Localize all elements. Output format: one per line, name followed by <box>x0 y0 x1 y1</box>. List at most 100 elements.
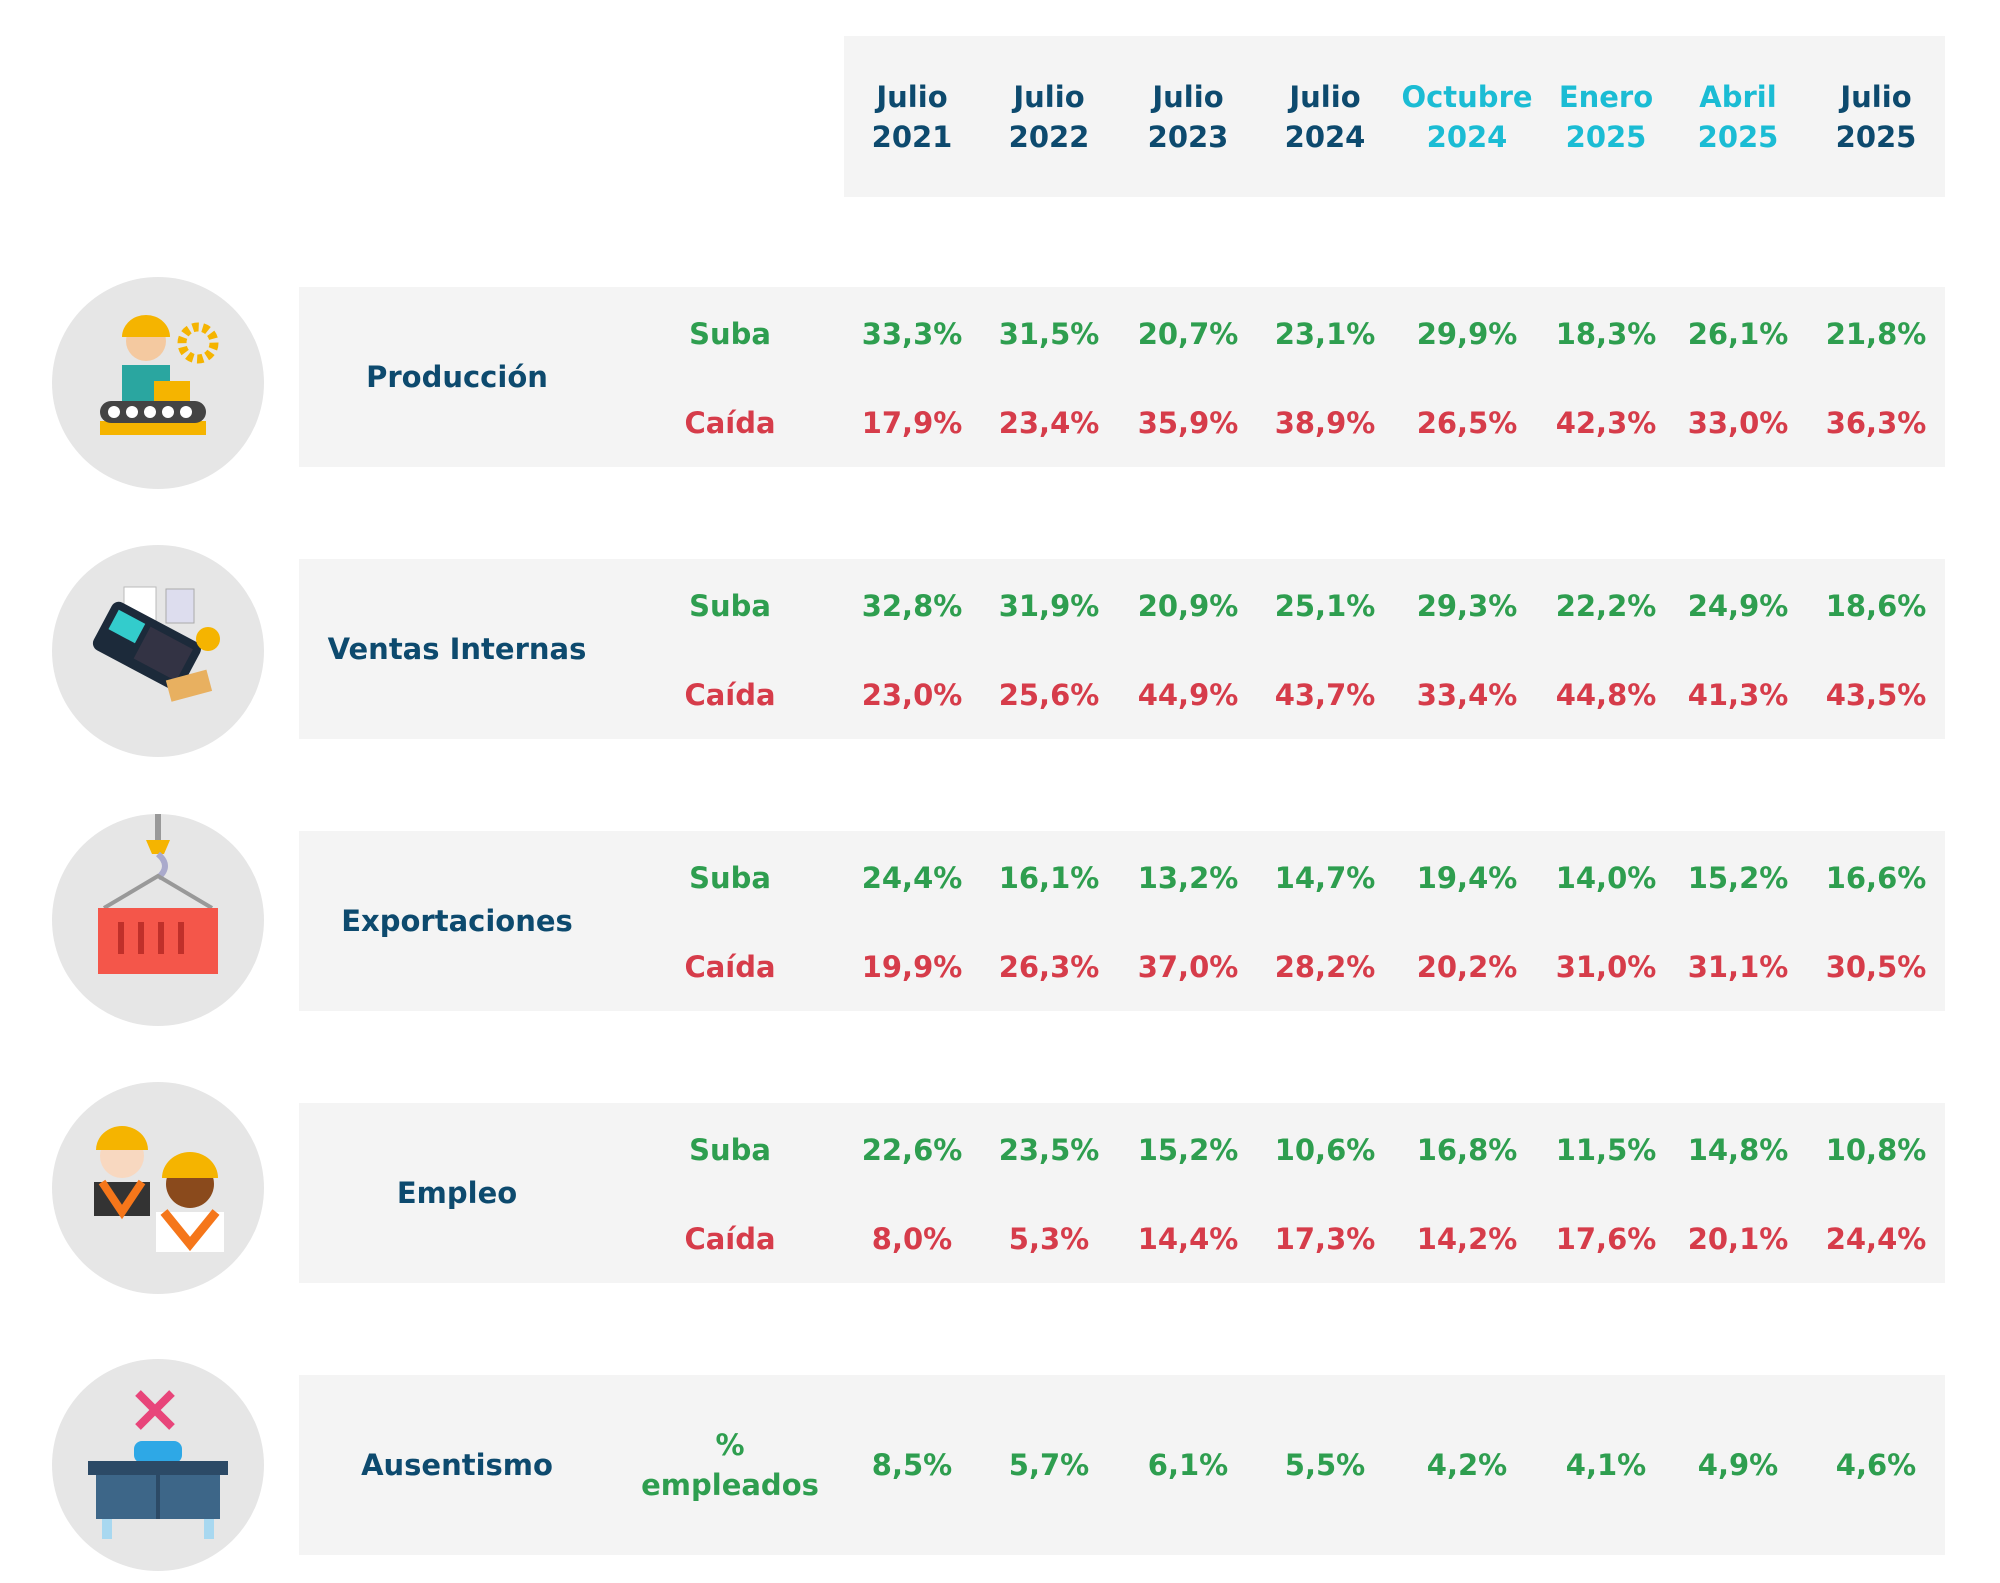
cell-value: 38,9% <box>1274 406 1376 440</box>
cell-value: 20,2% <box>1416 950 1518 984</box>
column-header: Octubre 2024 <box>1401 80 1533 154</box>
cell-value: 30,5% <box>1825 950 1927 984</box>
cell-value: 29,9% <box>1416 317 1518 351</box>
row-name: Empleo <box>396 1176 518 1210</box>
cell-value: 26,1% <box>1687 317 1789 351</box>
cell-value: 23,1% <box>1274 317 1376 351</box>
cell-value: 4,1% <box>1565 1448 1647 1482</box>
row-panel <box>299 831 1945 1011</box>
cell-value: 15,2% <box>1687 861 1789 895</box>
cell-value: 36,3% <box>1825 406 1927 440</box>
row-panel <box>299 1103 1945 1283</box>
cell-value: 33,3% <box>861 317 963 351</box>
cell-value: 26,5% <box>1416 406 1518 440</box>
cell-value: 5,5% <box>1284 1448 1366 1482</box>
icon-absenteeism <box>52 1359 264 1571</box>
line-label: Suba <box>689 1133 771 1167</box>
cell-value: 16,8% <box>1416 1133 1518 1167</box>
cell-value: 29,3% <box>1416 589 1518 623</box>
row-name: Exportaciones <box>341 904 573 938</box>
column-header: Julio 2025 <box>1835 80 1917 154</box>
cell-value: 43,7% <box>1274 678 1376 712</box>
cell-value: 23,5% <box>998 1133 1100 1167</box>
cell-value: 20,1% <box>1687 1222 1789 1256</box>
cell-value: 14,8% <box>1687 1133 1789 1167</box>
line-label: Caída <box>684 950 776 984</box>
cell-value: 22,2% <box>1555 589 1657 623</box>
line-label: Caída <box>684 406 776 440</box>
cell-value: 17,3% <box>1274 1222 1376 1256</box>
cell-value: 42,3% <box>1555 406 1657 440</box>
cell-value: 14,0% <box>1555 861 1657 895</box>
cell-value: 24,4% <box>1825 1222 1927 1256</box>
cell-value: 22,6% <box>861 1133 963 1167</box>
cell-value: 19,9% <box>861 950 963 984</box>
line-label: Suba <box>689 317 771 351</box>
cell-value: 25,6% <box>998 678 1100 712</box>
cell-value: 20,7% <box>1137 317 1239 351</box>
cell-value: 32,8% <box>861 589 963 623</box>
cell-value: 6,1% <box>1147 1448 1229 1482</box>
cell-value: 19,4% <box>1416 861 1518 895</box>
line-label: Suba <box>689 861 771 895</box>
cell-value: 5,3% <box>1008 1222 1090 1256</box>
cell-value: 18,6% <box>1825 589 1927 623</box>
icon-sales <box>52 545 264 757</box>
row-panel <box>299 287 1945 467</box>
cell-value: 23,0% <box>861 678 963 712</box>
cell-value: 20,9% <box>1137 589 1239 623</box>
cell-value: 18,3% <box>1555 317 1657 351</box>
cell-value: 15,2% <box>1137 1133 1239 1167</box>
cell-value: 28,2% <box>1274 950 1376 984</box>
row-name: Producción <box>366 360 548 394</box>
cell-value: 10,8% <box>1825 1133 1927 1167</box>
cell-value: 25,1% <box>1274 589 1376 623</box>
cell-value: 8,5% <box>871 1448 953 1482</box>
cell-value: 14,2% <box>1416 1222 1518 1256</box>
cell-value: 16,6% <box>1825 861 1927 895</box>
cell-value: 31,0% <box>1555 950 1657 984</box>
line-label: Suba <box>689 589 771 623</box>
cell-value: 33,4% <box>1416 678 1518 712</box>
cell-value: 4,9% <box>1697 1448 1779 1482</box>
cell-value: 31,9% <box>998 589 1100 623</box>
cell-value: 44,8% <box>1555 678 1657 712</box>
column-header: Abril 2025 <box>1697 80 1779 154</box>
row-name: Ausentismo <box>361 1448 553 1482</box>
cell-value: 10,6% <box>1274 1133 1376 1167</box>
icon-employment <box>52 1082 264 1294</box>
cell-value: 17,6% <box>1555 1222 1657 1256</box>
cell-value: 43,5% <box>1825 678 1927 712</box>
cell-value: 4,6% <box>1835 1448 1917 1482</box>
header-panel <box>844 36 1945 197</box>
cell-value: 13,2% <box>1137 861 1239 895</box>
column-header: Julio 2021 <box>871 80 953 154</box>
cell-value: 21,8% <box>1825 317 1927 351</box>
cell-value: 44,9% <box>1137 678 1239 712</box>
cell-value: 14,7% <box>1274 861 1376 895</box>
column-header: Julio 2024 <box>1284 80 1366 154</box>
cell-value: 23,4% <box>998 406 1100 440</box>
column-header: Julio 2023 <box>1147 80 1229 154</box>
cell-value: 11,5% <box>1555 1133 1657 1167</box>
cell-value: 37,0% <box>1137 950 1239 984</box>
row-panel <box>299 559 1945 739</box>
cell-value: 14,4% <box>1137 1222 1239 1256</box>
icon-exports <box>52 814 264 1026</box>
cell-value: 24,4% <box>861 861 963 895</box>
line-label: Caída <box>684 1222 776 1256</box>
icon-production <box>52 277 264 489</box>
column-header: Enero 2025 <box>1558 80 1654 154</box>
cell-value: 31,1% <box>1687 950 1789 984</box>
column-header: Julio 2022 <box>1008 80 1090 154</box>
line-label: Caída <box>684 678 776 712</box>
cell-value: 24,9% <box>1687 589 1789 623</box>
cell-value: 16,1% <box>998 861 1100 895</box>
cell-value: 4,2% <box>1426 1448 1508 1482</box>
cell-value: 26,3% <box>998 950 1100 984</box>
cell-value: 31,5% <box>998 317 1100 351</box>
row-panel <box>299 1375 1945 1555</box>
cell-value: 8,0% <box>871 1222 953 1256</box>
